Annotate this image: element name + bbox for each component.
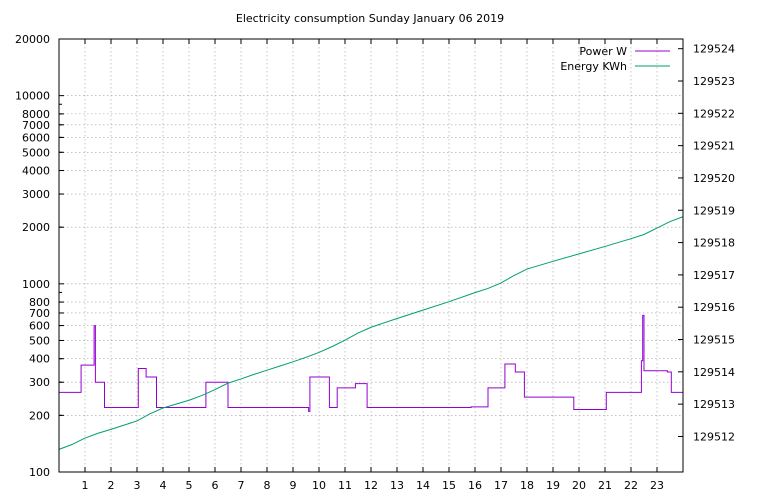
y-left-tick-label: 500 — [29, 334, 50, 347]
y-right-tick-label: 129521 — [693, 140, 735, 153]
y-left-tick-label: 5000 — [22, 146, 50, 159]
x-tick-label: 20 — [572, 479, 586, 492]
x-tick-label: 1 — [82, 479, 89, 492]
x-tick-label: 21 — [598, 479, 612, 492]
x-tick-label: 8 — [264, 479, 271, 492]
x-tick-label: 10 — [312, 479, 326, 492]
x-tick-label: 15 — [442, 479, 456, 492]
y-left-tick-label: 8000 — [22, 108, 50, 121]
x-tick-label: 2 — [108, 479, 115, 492]
chart-title: Electricity consumption Sunday January 0… — [236, 12, 504, 25]
y-right-tick-label: 129519 — [693, 204, 735, 217]
y-left-tick-label: 200 — [29, 409, 50, 422]
y-right-tick-label: 129513 — [693, 398, 735, 411]
legend-label: Energy KWh — [560, 60, 627, 73]
y-right-tick-label: 129524 — [693, 43, 735, 56]
y-left-tick-label: 1000 — [22, 278, 50, 291]
y-left-tick-label: 7000 — [22, 119, 50, 132]
x-tick-label: 7 — [238, 479, 245, 492]
x-tick-label: 11 — [338, 479, 352, 492]
series-layer — [58, 216, 684, 450]
x-tick-label: 3 — [134, 479, 141, 492]
y-left-tick-label: 400 — [29, 353, 50, 366]
y-right-tick-label: 129523 — [693, 75, 735, 88]
x-tick-label: 9 — [290, 479, 297, 492]
y-right-tick-label: 129515 — [693, 334, 735, 347]
x-tick-label: 14 — [416, 479, 430, 492]
legend: Power W Energy KWh — [560, 45, 670, 73]
x-ticks: 1 2 3 4 5 6 7 8 9 10 11 12 13 14 15 16 17 18 19 20 21 22 23 — [82, 39, 664, 492]
x-tick-label: 13 — [390, 479, 404, 492]
gridlines — [59, 38, 683, 473]
plot-frame — [58, 38, 684, 473]
y-right-tick-label: 129516 — [693, 301, 735, 314]
x-tick-label: 12 — [364, 479, 378, 492]
y-left-tick-label: 800 — [29, 296, 50, 309]
y-left-tick-label: 20000 — [15, 33, 50, 46]
y-left-tick-label: 6000 — [22, 131, 50, 144]
y-left-tick-label: 10000 — [15, 90, 50, 103]
y-left-tick-label: 300 — [29, 376, 50, 389]
legend-label: Power W — [579, 45, 627, 58]
x-tick-label: 6 — [212, 479, 219, 492]
y-left-tick-label: 3000 — [22, 188, 50, 201]
y-right-tick-label: 129520 — [693, 172, 735, 185]
series-line-energy-kwh — [58, 216, 684, 450]
x-tick-label: 19 — [546, 479, 560, 492]
series-line-power-w — [59, 314, 683, 412]
y-right-tick-label: 129522 — [693, 107, 735, 120]
x-tick-label: 18 — [520, 479, 534, 492]
x-tick-label: 23 — [650, 479, 664, 492]
y-right-tick-label: 129512 — [693, 430, 735, 443]
y-right-tick-label: 129517 — [693, 269, 735, 282]
x-tick-label: 17 — [494, 479, 508, 492]
y-right-tick-label: 129514 — [693, 366, 735, 379]
x-tick-label: 22 — [624, 479, 638, 492]
y-right-ticks: 129512 129513 129514 129515 129516 129517 1295… — [678, 43, 735, 443]
y-left-tick-label: 4000 — [22, 165, 50, 178]
y-right-tick-label: 129518 — [693, 237, 735, 250]
y-left-tick-label: 600 — [29, 320, 50, 333]
y-left-tick-label: 2000 — [22, 221, 50, 234]
x-tick-label: 16 — [468, 479, 482, 492]
y-left-tick-label: 100 — [29, 466, 50, 479]
x-tick-label: 5 — [186, 479, 193, 492]
y-left-tick-label: 700 — [29, 307, 50, 320]
x-tick-label: 4 — [160, 479, 167, 492]
